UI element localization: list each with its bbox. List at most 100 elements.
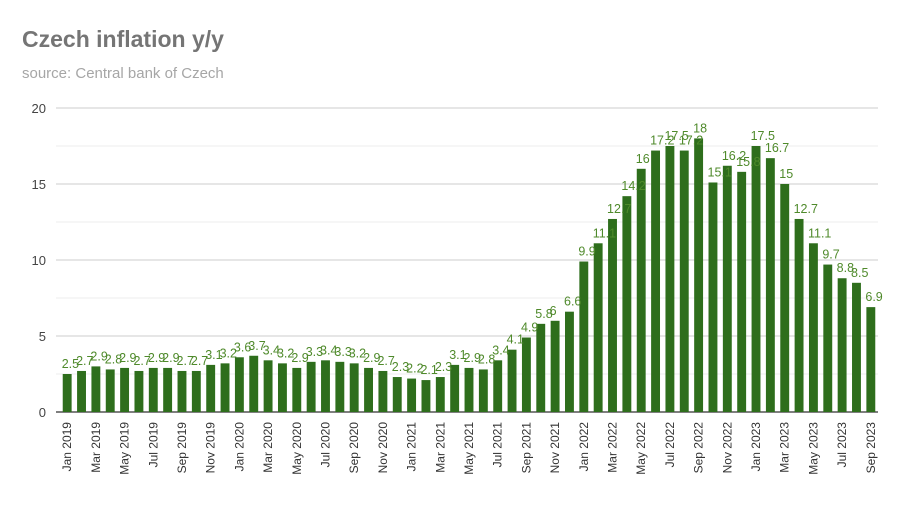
bar [321, 360, 330, 412]
data-label: 2.3 [392, 360, 409, 374]
x-tick-label: May 2019 [118, 422, 132, 475]
data-label: 16.2 [722, 149, 746, 163]
bar [292, 367, 302, 412]
bar [148, 367, 158, 412]
data-label: 3.2 [349, 346, 366, 360]
x-tick-label: Jan 2021 [405, 422, 419, 472]
x-tick-label: Jan 2022 [577, 422, 591, 472]
bar [493, 360, 503, 412]
bar [866, 307, 876, 412]
data-label: 2.8 [478, 352, 495, 366]
data-label: 3.2 [277, 346, 294, 360]
y-tick-label: 10 [32, 253, 46, 268]
bar [722, 165, 732, 412]
x-tick-label: Mar 2020 [261, 422, 275, 473]
data-label: 3.3 [334, 345, 351, 359]
data-label: 6.6 [564, 295, 581, 309]
bar [765, 158, 775, 412]
data-label: 2.8 [105, 352, 122, 366]
bar [191, 370, 201, 412]
data-label: 15 [779, 167, 793, 181]
bar [636, 168, 646, 412]
data-label: 2.9 [291, 351, 308, 365]
data-label: 2.9 [90, 349, 107, 363]
bar [737, 171, 747, 412]
data-label: 4.1 [507, 333, 524, 347]
y-tick-label: 15 [32, 177, 46, 192]
bar [77, 370, 86, 412]
data-label: 18 [693, 121, 707, 135]
x-tick-label: Jul 2023 [835, 422, 849, 468]
chart-subtitle: source: Central bank of Czech [22, 65, 224, 82]
data-label: 6.9 [865, 290, 882, 304]
bar [407, 378, 417, 412]
bar [521, 337, 531, 412]
bar [808, 243, 818, 412]
data-label: 11.1 [808, 226, 831, 240]
bar [335, 361, 345, 412]
x-tick-label: Jul 2021 [491, 422, 505, 468]
bar [249, 355, 259, 412]
x-tick-label: Mar 2023 [778, 422, 792, 473]
bar [206, 364, 216, 412]
x-tick-label: Nov 2021 [548, 422, 562, 474]
bar [435, 377, 445, 412]
data-label: 3.1 [205, 348, 222, 362]
bar [277, 363, 287, 412]
x-tick-label: Sep 2023 [864, 422, 878, 474]
data-label: 3.4 [492, 343, 509, 357]
bar [349, 363, 359, 412]
bar [837, 278, 847, 412]
bar [780, 184, 790, 412]
x-tick-label: Jul 2022 [663, 422, 677, 468]
bar [62, 374, 72, 412]
x-tick-label: May 2020 [290, 422, 304, 475]
bar [306, 361, 316, 412]
data-label: 16 [636, 152, 650, 166]
bar [234, 357, 244, 412]
bar [91, 366, 101, 412]
data-label: 14.2 [621, 179, 645, 193]
data-label: 2.9 [363, 351, 380, 365]
bar [134, 370, 144, 412]
data-label: 2.9 [119, 351, 136, 365]
data-label: 17.2 [650, 134, 674, 148]
bar [478, 369, 488, 412]
x-tick-label: Jul 2020 [318, 422, 332, 468]
bar [220, 363, 230, 412]
data-label: 17.5 [751, 129, 775, 143]
bar [694, 138, 704, 412]
x-tick-label: Jan 2020 [232, 422, 246, 472]
bar [823, 264, 833, 412]
bar [751, 146, 761, 412]
data-label: 16.7 [765, 141, 789, 155]
bar [421, 380, 431, 412]
data-label: 6 [550, 304, 557, 318]
data-label: 15.1 [708, 165, 732, 179]
x-tick-label: Sep 2021 [519, 422, 533, 474]
x-tick-label: May 2021 [462, 422, 476, 475]
data-label: 2.5 [62, 357, 79, 371]
bar [565, 311, 574, 412]
data-label: 3.7 [248, 339, 265, 353]
data-label: 3.3 [306, 345, 323, 359]
bar [852, 282, 861, 412]
data-label: 2.9 [162, 351, 179, 365]
y-tick-label: 5 [39, 329, 46, 344]
bar [450, 364, 460, 412]
data-label: 9.7 [822, 248, 839, 262]
bar [378, 370, 388, 412]
x-tick-label: Mar 2019 [89, 422, 103, 473]
x-tick-label: Sep 2022 [692, 422, 706, 474]
data-label: 3.6 [234, 340, 251, 354]
bar [263, 360, 273, 412]
x-tick-label: Mar 2022 [606, 422, 620, 473]
x-tick-label: Jan 2019 [60, 422, 74, 472]
bar [177, 370, 187, 412]
bar [622, 196, 632, 412]
data-label: 17.5 [664, 129, 688, 143]
data-label: 2.9 [148, 351, 165, 365]
x-tick-label: May 2022 [634, 422, 648, 475]
x-tick-label: Jul 2019 [146, 422, 160, 468]
